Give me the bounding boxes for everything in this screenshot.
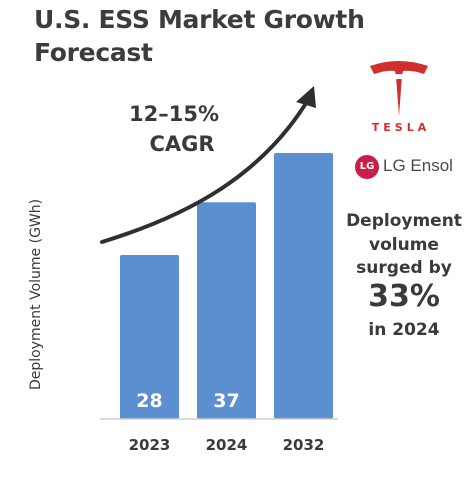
x-tick-label-2032: 2032	[283, 436, 325, 454]
lg-ensol-logo: LG LG Ensol	[355, 155, 465, 183]
y-axis-label: Deployment Volume (GWh)	[28, 199, 44, 390]
bar-2024	[197, 202, 256, 419]
tesla-logo-icon	[370, 61, 428, 116]
x-tick-label-2024: 2024	[206, 436, 248, 454]
lg-logo-icon: LG	[355, 155, 379, 179]
x-tick-label-2023: 2023	[129, 436, 171, 454]
stat-line-1: Deployment	[346, 211, 462, 231]
stat-line-4: in 2024	[368, 320, 440, 340]
cagr-value: 12–15%	[129, 102, 219, 126]
growth-arrow-head	[296, 86, 316, 108]
growth-arrow	[100, 98, 310, 244]
cagr-label: CAGR	[149, 132, 214, 156]
bar-value-label-2023: 28	[136, 390, 162, 412]
bar-2023	[120, 255, 179, 419]
stat-value: 33%	[368, 279, 440, 314]
chart-title: U.S. ESS Market Growth Forecast	[34, 5, 365, 67]
tesla-wordmark: TESLA	[371, 121, 431, 134]
stat-line-2: volume	[369, 235, 439, 255]
lg-ensol-name: LG Ensol	[383, 156, 453, 175]
stat-line-3: surged by	[356, 258, 452, 278]
bar-2032	[274, 153, 333, 419]
bar-value-label-2024: 37	[213, 390, 239, 412]
